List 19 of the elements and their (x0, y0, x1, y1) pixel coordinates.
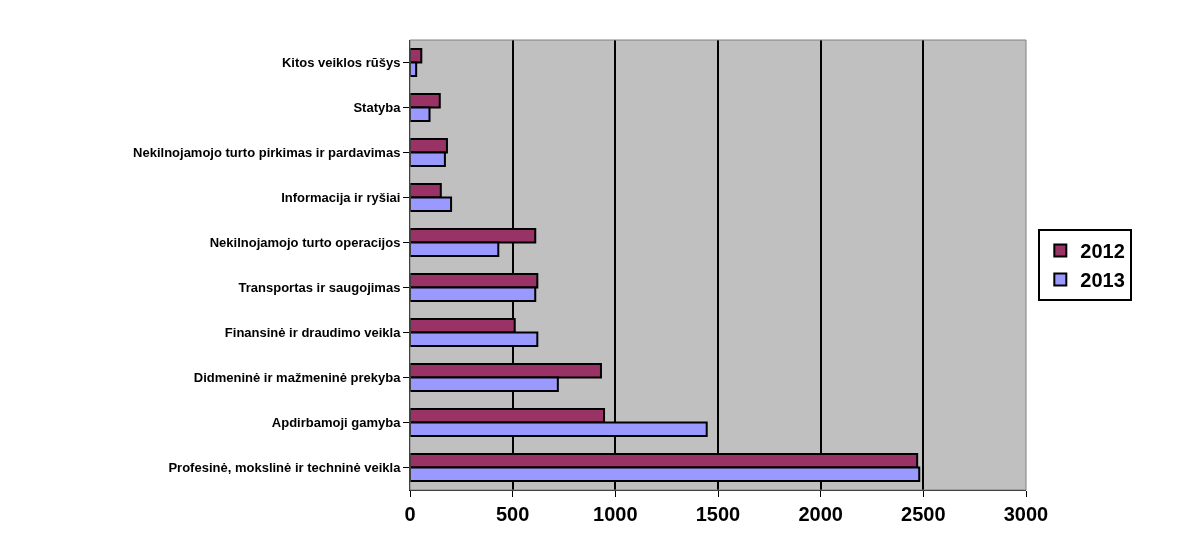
y-tick-label: Didmeninė ir mažmeninė prekyba (193, 370, 402, 386)
y-tick-label: Transportas ir saugojimas (238, 280, 401, 296)
y-tick-label: Profesinė, mokslinė ir techninė veikla (168, 460, 402, 476)
x-tick-label: 3000 (1003, 503, 1049, 525)
y-tick-label: Informacija ir ryšiai (281, 190, 401, 206)
x-tick-label: 0 (404, 503, 416, 525)
x-tick-label: 2500 (901, 503, 946, 525)
y-tick-label: Nekilnojamojo turto pirkimas ir pardavimas (133, 145, 401, 161)
y-tick-label: Apdirbamoji gamyba (271, 415, 402, 431)
y-tick-label: Kitos veiklos rūšys (281, 55, 401, 71)
y-tick-label: Statyba (353, 100, 402, 116)
y-tick-label: Finansinė ir draudimo veikla (224, 325, 402, 341)
y-tick-label: Nekilnojamojo turto operacijos (209, 235, 401, 251)
x-tick-label: 1500 (695, 503, 741, 525)
legend-label: 2013 (1080, 269, 1125, 292)
legend-label: 2012 (1080, 240, 1125, 263)
x-tick-label: 500 (495, 503, 530, 525)
x-tick-label: 1000 (593, 503, 638, 525)
x-tick-label: 2000 (798, 503, 843, 525)
